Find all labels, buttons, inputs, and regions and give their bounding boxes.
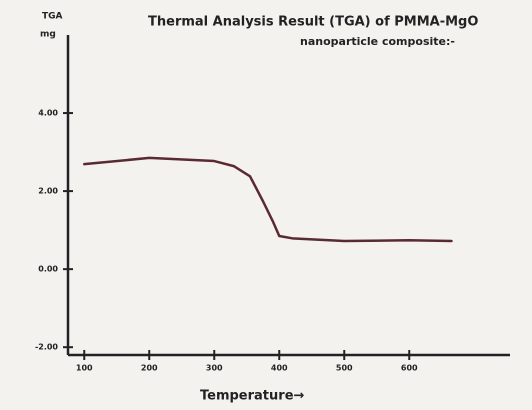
- data-line: [83, 156, 453, 243]
- x-tick-label: 200: [141, 364, 158, 373]
- y-tick-label: 0.00: [38, 265, 58, 274]
- x-tick-label: 500: [336, 364, 353, 373]
- chart-subtitle: nanoparticle composite:-: [300, 35, 455, 48]
- chart-title: Thermal Analysis Result (TGA) of PMMA-Mg…: [148, 15, 478, 30]
- x-tick-label: 400: [271, 364, 288, 373]
- y-tick-label: 2.00: [38, 187, 58, 196]
- y-axis-unit: mg: [40, 30, 56, 40]
- x-tick-label: 600: [401, 364, 418, 373]
- y-tick-label: -2.00: [35, 343, 58, 352]
- y-tick-label: 4.00: [38, 109, 58, 118]
- x-axis-label: Temperature→: [200, 389, 305, 404]
- x-tick-label: 300: [206, 364, 223, 373]
- y-axis-label: TGA: [42, 12, 63, 22]
- x-tick-label: 100: [76, 364, 93, 373]
